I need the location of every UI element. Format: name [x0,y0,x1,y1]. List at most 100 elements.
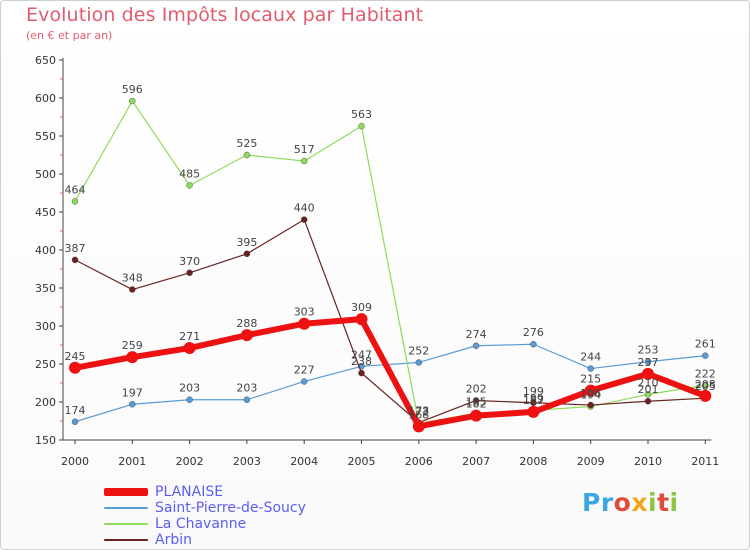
data-point [243,250,251,258]
data-label: 201 [638,383,659,396]
logo-letter: i [669,488,679,517]
y-tick-label: 250 [35,358,56,371]
data-label: 187 [523,394,544,407]
x-tick-label: 2009 [577,455,605,468]
legend-swatch [104,539,148,541]
data-point [243,396,251,403]
data-label: 440 [294,202,315,215]
data-point [126,351,139,364]
data-label: 252 [408,344,429,357]
data-point [69,361,81,374]
series-line-0 [72,316,709,430]
data-label: 563 [351,108,372,121]
x-tick-label: 2010 [634,455,662,468]
data-label: 189 [523,392,544,405]
data-point [298,317,311,330]
data-label: 253 [638,344,659,357]
data-point [472,397,480,404]
y-tick-label: 650 [35,54,56,67]
data-label: 196 [580,387,601,400]
legend-label: PLANAISE [155,484,224,500]
y-tick-label: 300 [35,320,56,333]
data-label: 215 [580,373,601,386]
data-label: 288 [236,317,257,330]
legend-label: La Chavanne [155,516,247,532]
legend-swatch [104,507,148,509]
data-label: 309 [351,301,372,314]
data-point [301,157,308,165]
data-point [129,97,136,105]
data-point [358,122,365,130]
data-point [702,352,709,359]
data-label: 199 [523,385,544,398]
y-tick-label: 550 [35,130,56,143]
data-point [644,391,652,398]
data-label: 210 [638,376,659,389]
data-point [527,405,540,418]
data-label: 276 [523,326,544,339]
data-label: 517 [294,143,315,156]
x-tick-label: 2007 [462,455,490,468]
data-point [415,359,422,366]
data-label: 261 [695,338,716,351]
data-label: 237 [638,356,659,369]
data-point [699,389,712,402]
data-point [642,367,654,380]
data-label: 168 [408,408,429,421]
data-point [71,256,79,264]
data-point [412,420,425,433]
data-label: 222 [695,367,716,380]
data-point [358,369,365,377]
data-point [587,401,594,409]
x-tick-label: 2011 [691,455,719,468]
x-tick-label: 2001 [118,455,146,468]
data-label: 370 [179,255,200,268]
data-point [183,342,196,355]
data-label: 274 [466,328,487,341]
data-label: 174 [65,404,86,417]
data-label: 271 [179,330,200,343]
data-label: 202 [466,382,487,395]
data-point [584,384,597,397]
x-tick-label: 2004 [290,455,318,468]
data-label: 208 [695,378,716,391]
data-point [240,329,253,342]
data-point [71,198,79,205]
data-label: 247 [351,348,372,361]
data-label: 172 [408,405,429,418]
legend-swatch [104,523,148,525]
data-point [129,286,136,293]
data-label: 185 [466,395,487,408]
data-point [530,341,537,348]
x-tick-label: 2000 [61,455,89,468]
data-label: 525 [236,137,257,150]
logo-letter: x [631,488,648,517]
data-point [530,399,537,406]
series-line-1 [74,343,706,423]
series-line-3 [74,219,706,424]
data-label: 245 [65,350,86,363]
logo-letter: t [657,488,670,517]
data-point [301,378,308,385]
y-tick-label: 400 [35,244,56,257]
data-point [71,418,79,425]
chart-subtitle: (en € et par an) [26,29,113,42]
data-label: 182 [466,398,487,411]
data-point [243,151,251,159]
legend-label: Arbin [155,532,192,548]
y-tick-label: 150 [35,434,56,447]
data-label: 464 [65,183,86,196]
data-label: 238 [351,355,372,368]
x-tick-label: 2003 [233,455,261,468]
data-label: 203 [236,382,257,395]
data-point [129,401,136,408]
x-tick-label: 2002 [176,455,204,468]
data-label: 259 [122,339,143,352]
logo-letter: o [613,488,632,517]
data-point [644,398,652,405]
x-tick-label: 2005 [348,455,376,468]
y-tick-label: 200 [35,396,56,409]
data-label: 244 [580,351,601,364]
data-point [472,342,480,349]
